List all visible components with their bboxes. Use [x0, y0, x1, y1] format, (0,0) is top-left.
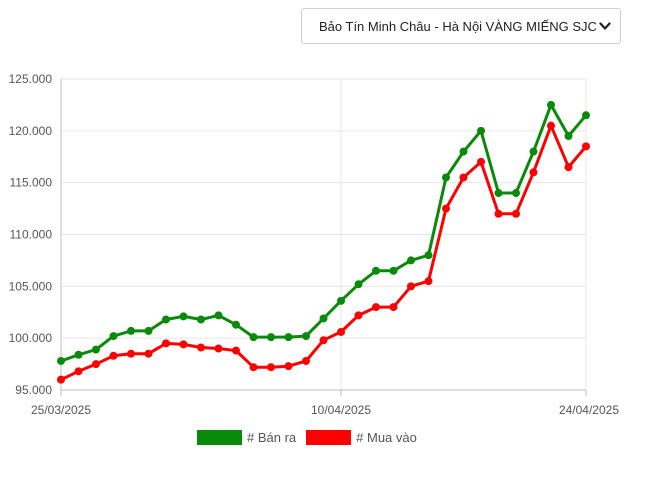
legend-item-sell[interactable]: # Bán ra	[197, 430, 296, 445]
x-tick-label: 24/04/2025	[559, 403, 619, 417]
y-tick-label: 125.000	[9, 72, 53, 86]
data-point-buy	[197, 343, 205, 352]
data-point-sell	[354, 280, 363, 289]
chart-grid	[60, 78, 587, 391]
chevron-down-icon	[597, 21, 614, 31]
data-point-buy	[564, 163, 573, 172]
data-point-buy	[74, 367, 83, 376]
x-tick-label: 10/04/2025	[311, 403, 371, 417]
data-point-buy	[57, 375, 65, 384]
x-tick-label: 25/03/2025	[31, 403, 91, 417]
data-point-buy	[389, 303, 398, 312]
data-point-sell	[442, 173, 450, 182]
data-point-buy	[372, 303, 380, 312]
data-point-buy	[582, 142, 590, 151]
data-point-buy	[424, 277, 433, 286]
data-point-sell	[582, 111, 590, 120]
data-point-sell	[389, 266, 398, 275]
data-point-sell	[512, 189, 520, 198]
legend-swatch-sell	[197, 430, 242, 445]
data-point-sell	[424, 251, 433, 260]
y-tick-label: 100.000	[9, 331, 53, 345]
gold-type-select[interactable]: Bảo Tín Minh Châu - Hà Nội VÀNG MIẾNG SJ…	[301, 8, 621, 44]
data-point-sell	[249, 333, 258, 342]
data-point-sell	[319, 314, 328, 323]
data-point-sell	[144, 326, 153, 335]
data-point-buy	[179, 340, 188, 349]
data-point-buy	[442, 204, 450, 213]
data-point-buy	[284, 362, 293, 371]
data-point-sell	[57, 356, 65, 365]
data-point-buy	[109, 351, 118, 360]
chart-legend: # Bán ra # Mua vào	[197, 430, 427, 445]
y-tick-label: 120.000	[9, 124, 53, 138]
legend-swatch-buy	[306, 430, 352, 445]
data-point-buy	[477, 157, 485, 166]
data-point-buy	[319, 336, 328, 345]
data-point-sell	[267, 333, 275, 342]
y-tick-label: 110.000	[10, 228, 53, 242]
chart-axes: 95.000 100.000 105.000 110.000 115.000 120.00…	[9, 72, 620, 417]
data-point-buy	[512, 209, 520, 218]
data-point-buy	[214, 344, 223, 353]
data-point-buy	[354, 311, 363, 320]
data-point-sell	[302, 332, 310, 341]
data-point-sell	[284, 333, 293, 342]
data-point-sell	[564, 132, 573, 141]
data-point-sell	[372, 266, 380, 275]
data-point-sell	[109, 332, 118, 341]
data-point-sell	[529, 147, 538, 156]
data-point-buy	[232, 346, 240, 355]
data-point-sell	[232, 320, 240, 329]
data-point-sell	[477, 126, 485, 135]
data-point-buy	[547, 121, 555, 130]
data-point-sell	[459, 147, 468, 156]
data-point-buy	[162, 339, 170, 348]
data-point-sell	[127, 326, 135, 335]
data-point-sell	[179, 312, 188, 321]
data-point-buy	[144, 349, 153, 358]
gold-type-select-value: Bảo Tín Minh Châu - Hà Nội VÀNG MIẾNG SJ…	[319, 18, 597, 34]
y-tick-label: 115.000	[10, 176, 53, 190]
data-point-buy	[92, 360, 100, 369]
data-point-sell	[74, 350, 83, 359]
data-point-buy	[529, 168, 538, 177]
data-point-buy	[302, 356, 310, 365]
legend-item-buy[interactable]: # Mua vào	[306, 430, 417, 445]
data-point-sell	[214, 311, 223, 320]
data-point-sell	[547, 100, 555, 109]
legend-label-buy: # Mua vào	[356, 430, 417, 445]
y-tick-label: 95.000	[15, 383, 52, 397]
data-point-buy	[127, 349, 135, 358]
data-point-sell	[494, 189, 503, 198]
data-point-buy	[249, 363, 258, 372]
data-point-sell	[197, 315, 205, 324]
data-point-buy	[459, 173, 468, 182]
data-point-sell	[92, 345, 100, 354]
data-point-buy	[267, 363, 275, 372]
data-point-buy	[494, 209, 503, 218]
legend-label-sell: # Bán ra	[247, 430, 297, 445]
chart-series	[57, 100, 590, 384]
series-line-sell	[60, 103, 588, 363]
data-point-buy	[337, 327, 345, 336]
data-point-buy	[407, 282, 415, 291]
data-point-sell	[162, 315, 170, 324]
data-point-sell	[407, 256, 415, 265]
y-tick-label: 105.000	[9, 279, 53, 293]
data-point-sell	[337, 296, 345, 305]
